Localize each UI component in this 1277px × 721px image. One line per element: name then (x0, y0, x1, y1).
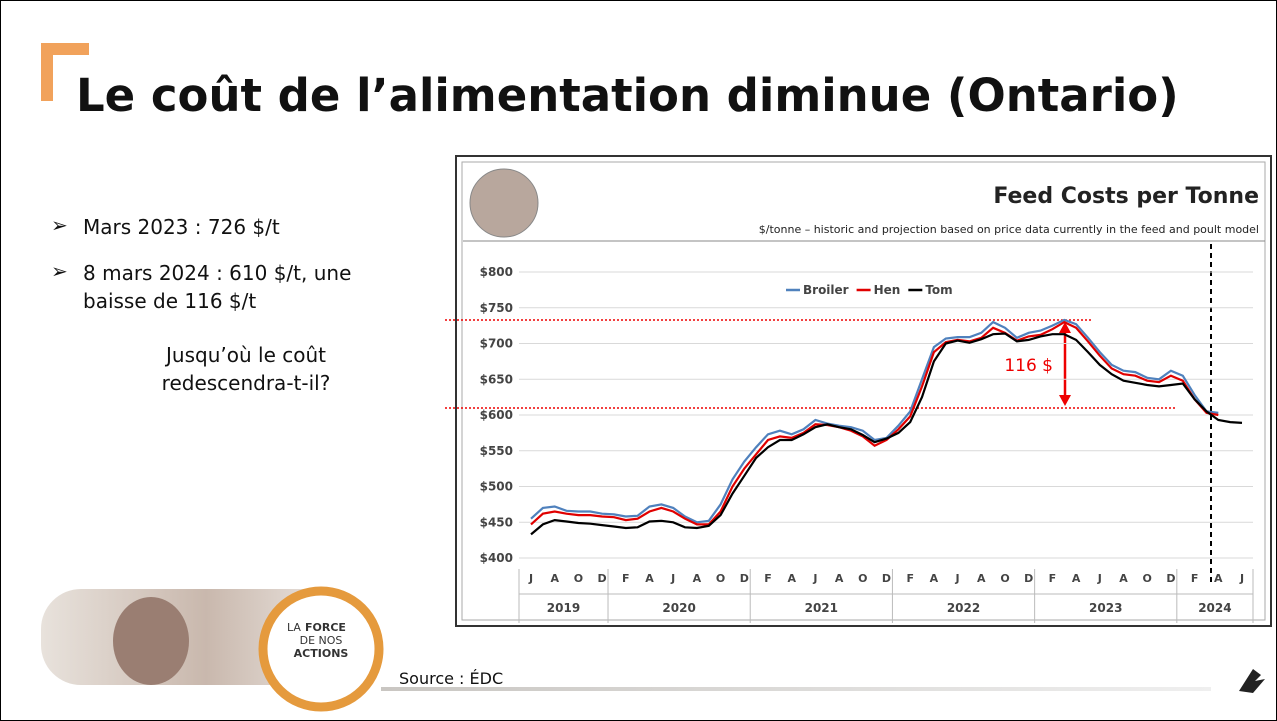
y-tick-label: $500 (480, 480, 513, 494)
bullet: ➢ Mars 2023 : 726 $/t (51, 213, 280, 239)
x-tick-label: F (906, 572, 914, 585)
series-line (530, 332, 1243, 536)
year-label: 2021 (805, 601, 838, 615)
corner-accent (41, 43, 89, 101)
turkey-photo (469, 168, 539, 238)
year-label: 2019 (547, 601, 580, 615)
x-tick-label: F (1191, 572, 1199, 585)
x-tick-label: F (622, 572, 630, 585)
y-tick-label: $450 (480, 515, 513, 529)
x-tick-label: J (1239, 572, 1244, 585)
annotation: 116 $ (1004, 356, 1053, 376)
logo-text: DE NOS (300, 634, 343, 647)
brand-icon (1239, 669, 1265, 693)
legend-label: Broiler (803, 283, 849, 297)
logo-text: ACTIONS (294, 647, 349, 660)
turkey-head (113, 597, 189, 685)
chart-frame (455, 155, 1272, 627)
x-tick-label: J (670, 572, 675, 585)
x-tick-label: O (574, 572, 583, 585)
x-tick-label: A (550, 572, 559, 585)
y-tick-label: $750 (480, 301, 513, 315)
x-tick-label: J (955, 572, 960, 585)
x-tick-label: D (740, 572, 749, 585)
note: Jusqu’où le coût redescendra-t-il? (161, 343, 331, 395)
x-tick-label: A (977, 572, 986, 585)
bullet-text: 8 mars 2024 : 610 $/t, une baisse de 116… (83, 261, 352, 313)
x-tick-label: J (1097, 572, 1102, 585)
x-tick-label: A (645, 572, 654, 585)
x-tick-label: J (528, 572, 533, 585)
x-tick-label: D (598, 572, 607, 585)
y-tick-label: $600 (480, 408, 513, 422)
x-tick-label: O (716, 572, 725, 585)
x-tick-label: A (693, 572, 702, 585)
x-tick-label: A (787, 572, 796, 585)
x-tick-label: D (882, 572, 891, 585)
year-label: 2023 (1089, 601, 1122, 615)
y-tick-label: $650 (480, 372, 513, 386)
chart-title: Feed Costs per Tonne (993, 184, 1259, 209)
x-tick-label: J (812, 572, 817, 585)
year-label: 2020 (662, 601, 695, 615)
x-tick-label: D (1166, 572, 1175, 585)
logo-text: LA (287, 621, 301, 634)
logo-ring (258, 586, 384, 712)
logo-text: FORCE (305, 621, 346, 634)
x-tick-label: A (1072, 572, 1081, 585)
y-tick-label: $800 (480, 265, 513, 279)
x-tick-label: D (1024, 572, 1033, 585)
bullet-text: Mars 2023 : 726 $/t (83, 215, 280, 239)
x-tick-label: O (1000, 572, 1009, 585)
slide-title: Le coût de l’alimentation diminue (Ontar… (76, 69, 1179, 122)
source: Source : ÉDC (399, 669, 504, 688)
chart-subtitle: $/tonne – historic and projection based … (759, 223, 1259, 236)
x-tick-label: A (930, 572, 939, 585)
year-label: 2024 (1198, 601, 1231, 615)
x-tick-label: O (1143, 572, 1152, 585)
chart-inner-frame (461, 161, 1266, 621)
series-line (530, 318, 1219, 524)
year-label: 2022 (947, 601, 980, 615)
legend-label: Hen (874, 283, 901, 297)
x-tick-label: A (835, 572, 844, 585)
legend-label: Tom (925, 283, 952, 297)
y-tick-label: $400 (480, 551, 513, 565)
x-tick-label: O (858, 572, 867, 585)
x-tick-label: F (764, 572, 772, 585)
x-tick-label: A (1214, 572, 1223, 585)
series-line (530, 320, 1219, 526)
x-tick-label: A (1119, 572, 1128, 585)
bullet: ➢ 8 mars 2024 : 610 $/t, une baisse de 11… (51, 259, 351, 313)
y-tick-label: $700 (480, 337, 513, 351)
source-underline (381, 687, 1211, 691)
y-tick-label: $550 (480, 444, 513, 458)
x-tick-label: F (1049, 572, 1057, 585)
